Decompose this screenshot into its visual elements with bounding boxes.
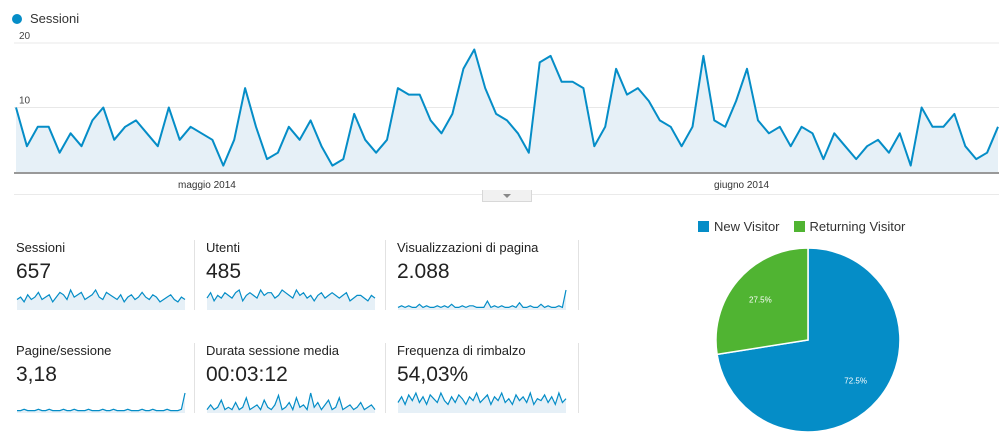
sparkline-area [398,393,566,413]
series-area [16,49,998,172]
metric-card[interactable]: Frequenza di rimbalzo 54,03% [397,343,575,415]
pie-slice-label: 72.5% [844,377,867,386]
metric-divider [194,343,195,413]
pie-slice-label: 27.5% [749,295,772,304]
metric-divider [385,343,386,413]
metric-sparkline [206,288,376,310]
metric-label: Utenti [206,240,240,255]
pie-legend: New Visitor Returning Visitor [698,219,919,234]
x-tick-label: maggio 2014 [178,180,236,191]
metric-label: Pagine/sessione [16,343,112,358]
metric-divider [385,240,386,310]
metric-label: Durata sessione media [206,343,339,358]
metric-label: Frequenza di rimbalzo [397,343,526,358]
pie-legend-label-new: New Visitor [714,219,780,234]
pie-slice-returning-visitor[interactable] [715,247,809,356]
metric-sparkline [16,288,186,310]
metric-divider [578,240,579,310]
sparkline-area [207,290,375,310]
metric-card[interactable]: Durata sessione media 00:03:12 [206,343,384,415]
visitor-type-pie-chart[interactable]: 72.5% 27.5% [705,245,905,445]
legend-swatch-icon [698,221,709,232]
collapse-chart-handle[interactable] [482,190,532,202]
y-tick-label: 10 [19,96,31,107]
metric-value: 2.088 [397,260,450,283]
sparkline-line [397,391,567,407]
metric-value: 00:03:12 [206,363,288,386]
chevron-down-icon [503,193,511,198]
sparkline-line [206,288,376,303]
metric-sparkline [397,289,567,310]
metric-value: 54,03% [397,363,469,386]
metric-value: 657 [16,260,52,283]
metric-sparkline [17,392,186,413]
pie-legend-label-returning: Returning Visitor [809,219,906,234]
y-tick-label: 20 [19,31,31,42]
metric-card[interactable]: Utenti 485 [206,240,384,312]
metric-divider [578,343,579,413]
x-tick-label: giugno 2014 [714,180,769,191]
pie-legend-item-new[interactable]: New Visitor [698,219,780,234]
metric-label: Sessioni [16,240,66,255]
metric-value: 485 [206,260,242,283]
metric-divider [194,240,195,310]
metric-card[interactable]: Sessioni 657 [16,240,194,312]
metric-sparkline [206,392,376,413]
pie-legend-item-returning[interactable]: Returning Visitor [793,219,906,234]
sparkline-line [17,392,186,412]
chart-legend[interactable]: Sessioni [12,11,79,26]
metric-card[interactable]: Pagine/sessione 3,18 [16,343,194,415]
metric-label: Visualizzazioni di pagina [397,240,539,255]
metric-value: 3,18 [16,363,57,386]
series-line-sessioni [15,48,999,167]
legend-swatch-icon [793,221,805,232]
metric-card[interactable]: Visualizzazioni di pagina 2.088 [397,240,575,312]
sparkline-area [17,290,185,310]
sessions-line-chart[interactable]: 10 20 maggio 2014 giugno 2014 [0,30,999,195]
series-dot-icon [12,13,22,24]
sparkline-line [206,392,376,412]
metric-sparkline [397,391,567,413]
sparkline-line [397,289,567,309]
legend-label-sessioni: Sessioni [30,11,80,26]
sparkline-line [16,288,186,304]
